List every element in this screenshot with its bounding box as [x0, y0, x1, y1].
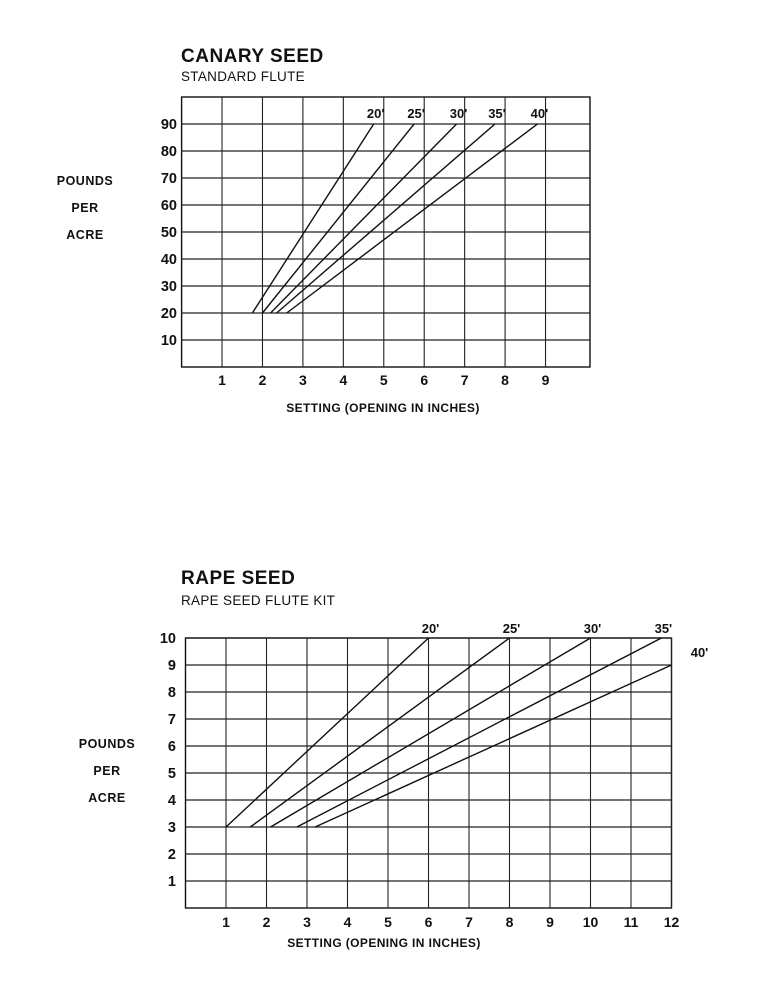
- x-tick-label: 11: [624, 914, 639, 930]
- y-tick-label: 7: [168, 712, 176, 728]
- x-tick-label: 7: [461, 372, 469, 388]
- x-tick-label: 6: [425, 914, 433, 930]
- y-tick-label: 50: [161, 225, 177, 241]
- y-tick-label: 2: [168, 847, 176, 863]
- x-tick-label: 10: [583, 914, 599, 930]
- x-tick-label: 5: [384, 914, 392, 930]
- y-axis-label-line-1: POUNDS: [78, 737, 136, 751]
- series-line: [270, 123, 458, 314]
- series-line: [249, 637, 510, 828]
- series-label: 25': [407, 106, 425, 121]
- x-axis-label: SETTING (OPENING IN INCHES): [286, 401, 479, 415]
- x-axis-label: SETTING (OPENING IN INCHES): [287, 936, 480, 950]
- grid: [184, 637, 673, 909]
- y-axis-label-line-3: ACRE: [66, 228, 104, 242]
- chart-subtitle: RAPE SEED FLUTE KIT: [181, 593, 336, 608]
- y-tick-label: 80: [161, 144, 177, 160]
- y-tick-label: 10: [160, 631, 176, 647]
- series-label: 40': [531, 106, 549, 121]
- chart-subtitle: STANDARD FLUTE: [181, 69, 305, 84]
- series-label: 30': [450, 106, 468, 121]
- y-tick-label: 60: [161, 198, 177, 214]
- y-tick-label: 90: [161, 117, 177, 133]
- y-axis-label-line-2: PER: [71, 201, 99, 215]
- y-tick-label: 70: [161, 171, 177, 187]
- series-label: 25': [503, 621, 521, 636]
- series-line: [270, 637, 591, 828]
- series-label: 35': [488, 106, 506, 121]
- x-tick-label: 1: [218, 372, 226, 388]
- x-tick-label: 8: [501, 372, 509, 388]
- chart-title: RAPE SEED: [181, 568, 296, 589]
- x-tick-label: 2: [263, 914, 271, 930]
- chart-title: CANARY SEED: [181, 46, 324, 67]
- y-axis-label-line-2: PER: [93, 764, 121, 778]
- series-label: 20': [367, 106, 385, 121]
- x-tick-label: 9: [546, 914, 554, 930]
- series-line: [261, 123, 415, 314]
- x-tick-label: 8: [506, 914, 514, 930]
- series-label: 20': [422, 621, 440, 636]
- series-label: 35': [655, 621, 673, 636]
- y-tick-label: 30: [161, 279, 177, 295]
- x-tick-label: 1: [222, 914, 230, 930]
- y-tick-label: 1: [168, 874, 176, 890]
- x-tick-label: 9: [542, 372, 550, 388]
- x-tick-label: 2: [259, 372, 267, 388]
- x-tick-label: 3: [299, 372, 307, 388]
- series-line: [276, 123, 496, 314]
- y-tick-label: 9: [168, 658, 176, 674]
- x-tick-label: 4: [339, 372, 347, 388]
- series-label: 30': [584, 621, 602, 636]
- series-line: [251, 123, 375, 314]
- series-line: [314, 664, 672, 828]
- y-axis-label-line-3: ACRE: [88, 791, 126, 805]
- y-axis-label-line-1: POUNDS: [56, 174, 114, 188]
- series-label: 40': [691, 645, 709, 660]
- x-tick-label: 3: [303, 914, 311, 930]
- y-tick-label: 8: [168, 685, 176, 701]
- y-tick-label: 40: [161, 252, 177, 268]
- series-line: [225, 637, 429, 828]
- series-line: [286, 123, 538, 314]
- x-tick-label: 12: [664, 914, 680, 930]
- y-tick-label: 5: [168, 766, 176, 782]
- series-line: [296, 637, 662, 828]
- grid: [180, 96, 591, 368]
- y-tick-label: 10: [161, 333, 177, 349]
- y-tick-label: 6: [168, 739, 176, 755]
- y-tick-label: 3: [168, 820, 176, 836]
- x-tick-label: 7: [465, 914, 473, 930]
- x-tick-label: 5: [380, 372, 388, 388]
- x-tick-label: 6: [420, 372, 428, 388]
- x-tick-label: 4: [344, 914, 352, 930]
- y-tick-label: 20: [161, 306, 177, 322]
- y-tick-label: 4: [168, 793, 176, 809]
